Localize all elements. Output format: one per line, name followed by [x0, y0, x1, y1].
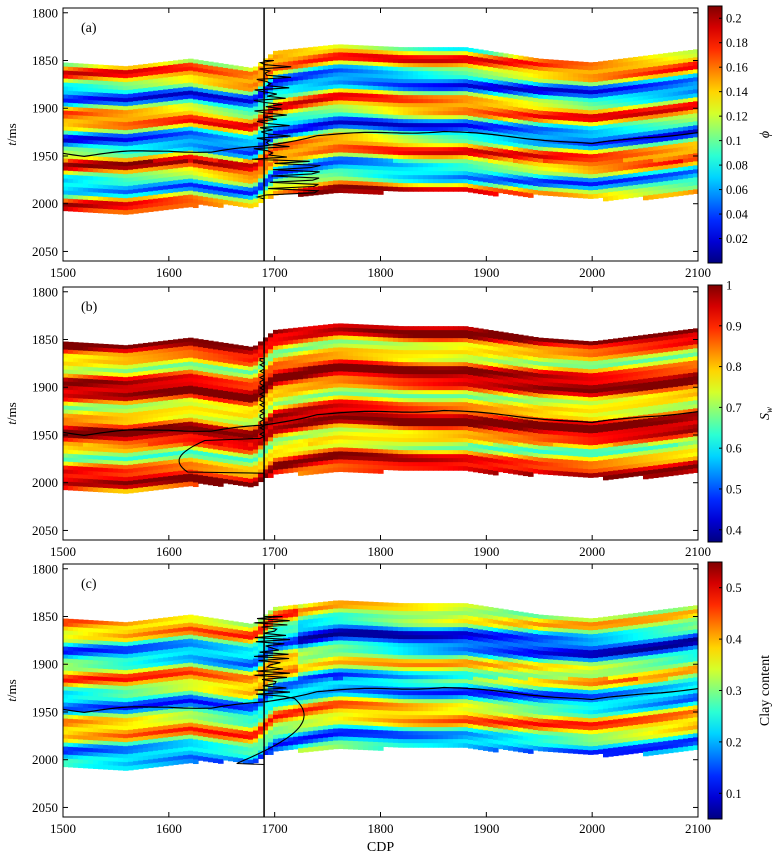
y-tick-label: 1800	[32, 561, 58, 576]
x-tick-label: 1900	[473, 821, 499, 836]
x-tick-label: 1800	[368, 821, 394, 836]
x-tick-label: 1800	[368, 544, 394, 559]
horizon-line	[63, 686, 698, 714]
well-log-curve	[236, 615, 305, 766]
colorbar-tick-label: 0.4	[726, 633, 742, 647]
y-tick-label: 1950	[32, 148, 58, 163]
well-log-curve	[178, 358, 266, 474]
colorbar-tick-label: 0.4	[726, 523, 742, 537]
colorbar-label: Clay content	[758, 655, 773, 726]
y-tick-label: 1850	[32, 609, 58, 624]
x-tick-label: 1500	[50, 265, 76, 280]
x-tick-label: 2100	[685, 821, 711, 836]
x-tick-label: 1600	[156, 821, 182, 836]
colorbar	[707, 5, 723, 264]
panel-b: 1500 1600 1700 1800 1900 2000 2100 1800 1850 1900…	[4, 279, 774, 560]
colorbar-tick-label: 0.18	[726, 36, 748, 50]
colorbar-tick-label: 0.08	[726, 159, 748, 173]
x-tick-label: 1700	[262, 544, 288, 559]
y-tick-label: 1800	[32, 284, 58, 299]
colorbar-tick-label: 0.5	[726, 581, 742, 595]
y-tick-label: 1950	[32, 704, 58, 719]
colorbar	[707, 284, 723, 543]
colorbar-tick-label: 0.12	[726, 110, 748, 124]
y-tick-label: 2050	[32, 800, 58, 815]
y-tick-label: 2000	[32, 196, 58, 211]
x-tick-label: 1600	[156, 265, 182, 280]
x-tick-label: 1700	[262, 821, 288, 836]
well-log-curve	[252, 59, 321, 200]
heatmap	[63, 323, 698, 494]
colorbar-tick-label: 0.16	[726, 61, 748, 75]
x-tick-label: 1900	[473, 265, 499, 280]
x-tick-label: 2100	[685, 265, 711, 280]
y-tick-label: 2000	[32, 752, 58, 767]
y-tick-label: 2050	[32, 523, 58, 538]
y-axis-label: t/ms	[4, 402, 19, 424]
y-tick-label: 1900	[32, 380, 58, 395]
colorbar-tick-label: 0.1	[726, 134, 742, 148]
colorbar-tick-label: 0.3	[726, 684, 742, 698]
x-tick-label: 2000	[579, 821, 605, 836]
x-tick-label: 2100	[685, 544, 711, 559]
heatmap	[63, 600, 698, 771]
x-tick-label: 1800	[368, 265, 394, 280]
x-tick-label: 2000	[579, 544, 605, 559]
colorbar-tick-label: 0.5	[726, 482, 742, 496]
colorbar-tick-label: 0.2	[726, 12, 742, 26]
colorbar-tick-label: 0.1	[726, 787, 742, 801]
horizon-line	[63, 409, 698, 437]
colorbar-tick-label: 0.9	[726, 319, 742, 333]
colorbar-label: Sw	[758, 407, 774, 420]
x-tick-label: 1500	[50, 544, 76, 559]
y-tick-label: 2050	[32, 244, 58, 259]
x-tick-label: 1900	[473, 544, 499, 559]
y-axis-label: t/ms	[4, 123, 19, 145]
panel-label: (c)	[81, 577, 97, 592]
y-axis-label: t/ms	[4, 679, 19, 701]
colorbar-tick-label: 1	[726, 279, 732, 293]
colorbar-tick-label: 0.7	[726, 401, 742, 415]
y-tick-label: 2000	[32, 475, 58, 490]
colorbar-tick-label: 0.06	[726, 183, 748, 197]
colorbar-tick-label: 0.04	[726, 208, 749, 222]
heatmap	[63, 44, 698, 215]
y-tick-label: 1850	[32, 53, 58, 68]
colorbar-tick-label: 0.6	[726, 442, 742, 456]
horizon-line	[63, 130, 698, 158]
panel-a: 1500 1600 1700 1800 1900 2000 2100 1800 1850 1900…	[4, 5, 773, 280]
colorbar-tick-label: 0.8	[726, 360, 742, 374]
y-tick-label: 1900	[32, 657, 58, 672]
y-tick-label: 1850	[32, 332, 58, 347]
panel-c: 1500 1600 1700 1800 1900 2000 2100 1800 1850 1900…	[4, 561, 773, 855]
y-tick-label: 1800	[32, 5, 58, 20]
panel-label: (a)	[81, 21, 97, 36]
colorbar-tick-label: 0.14	[726, 85, 749, 99]
colorbar-tick-label: 0.02	[726, 232, 748, 246]
y-tick-label: 1950	[32, 427, 58, 442]
x-tick-label: 2000	[579, 265, 605, 280]
x-tick-label: 1500	[50, 821, 76, 836]
x-tick-label: 1600	[156, 544, 182, 559]
x-tick-label: 1700	[262, 265, 288, 280]
colorbar-label: ϕ	[758, 131, 773, 138]
colorbar-tick-label: 0.2	[726, 735, 742, 749]
y-tick-label: 1900	[32, 101, 58, 116]
x-axis-label: CDP	[367, 840, 394, 855]
panel-label: (b)	[81, 300, 98, 315]
